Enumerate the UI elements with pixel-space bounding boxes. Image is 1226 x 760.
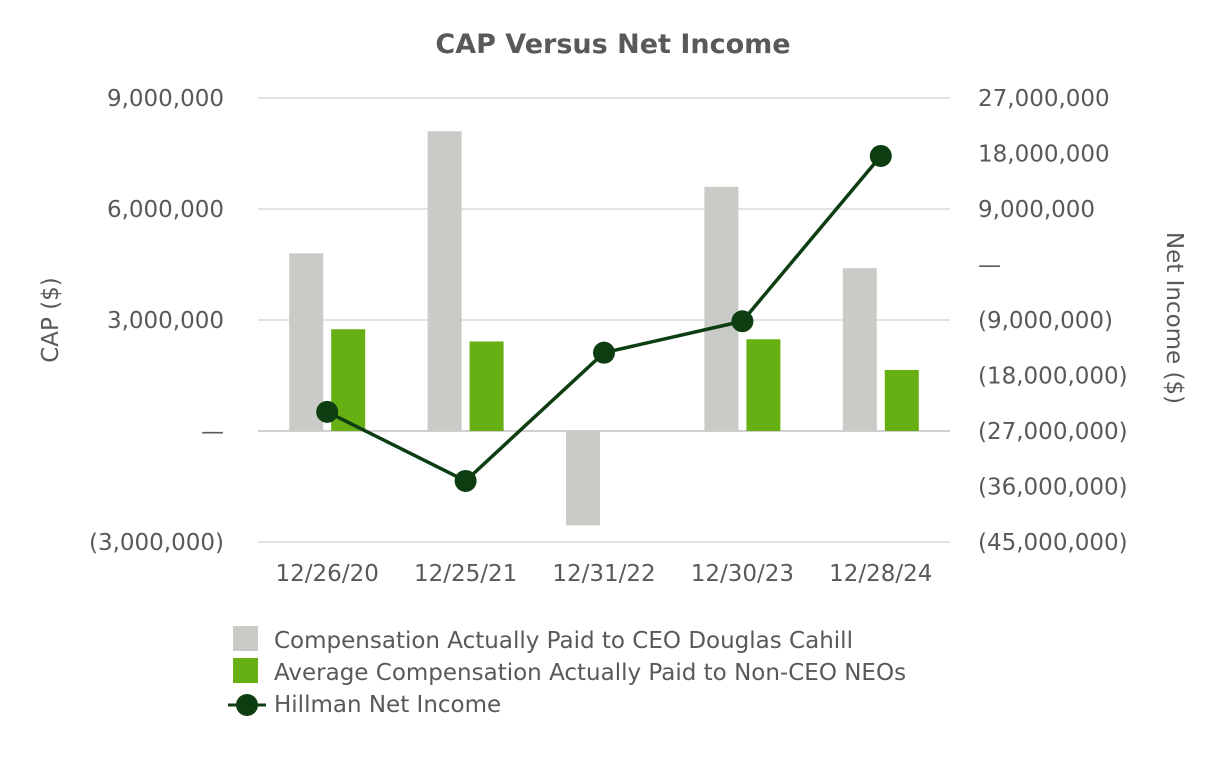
- left-tick-label: (3,000,000): [89, 530, 224, 556]
- net-income-point: [869, 144, 892, 167]
- legend-swatch-ceo-cap: [233, 626, 258, 651]
- left-tick-label: —: [201, 419, 224, 445]
- right-tick-label: (45,000,000): [978, 530, 1128, 556]
- net-income-line-series: [316, 144, 892, 492]
- net-income-point: [454, 469, 477, 492]
- x-tick-label: 12/28/24: [829, 561, 932, 587]
- x-tick-label: 12/30/23: [691, 561, 794, 587]
- right-tick-label: 18,000,000: [978, 142, 1110, 168]
- bar-ceo-cap: [842, 268, 877, 431]
- legend-label-net-income: Hillman Net Income: [274, 692, 501, 718]
- right-tick-label: (18,000,000): [978, 364, 1128, 390]
- right-axis-ticks: 27,000,000 18,000,000 9,000,000 — (9,000,000…: [978, 86, 1128, 556]
- bar-neo-cap: [884, 369, 919, 431]
- legend: Compensation Actually Paid to CEO Dougla…: [228, 626, 906, 718]
- left-tick-label: 3,000,000: [107, 308, 224, 334]
- right-tick-label: —: [978, 253, 1001, 279]
- right-tick-label: (27,000,000): [978, 419, 1128, 445]
- legend-marker-net-income: [236, 694, 258, 716]
- net-income-point: [316, 400, 339, 423]
- x-tick-label: 12/25/21: [414, 561, 517, 587]
- x-tick-label: 12/26/20: [276, 561, 379, 587]
- left-axis-ticks: 9,000,000 6,000,000 3,000,000 — (3,000,000): [89, 86, 224, 556]
- net-income-point: [593, 341, 615, 364]
- left-axis-title: CAP ($): [38, 277, 64, 363]
- right-tick-label: 9,000,000: [978, 197, 1095, 223]
- bar-ceo-cap: [427, 131, 462, 432]
- bar-ceo-cap: [566, 431, 600, 526]
- right-axis-title: Net Income ($): [1161, 232, 1187, 404]
- bar-neo-cap: [469, 341, 504, 431]
- left-tick-label: 6,000,000: [107, 197, 224, 223]
- x-tick-label: 12/31/22: [552, 561, 655, 587]
- chart-title: CAP Versus Net Income: [435, 29, 790, 60]
- legend-swatch-neo-cap: [233, 658, 258, 683]
- x-axis-ticks: 12/26/20 12/25/21 12/31/22 12/30/23 12/28/24: [276, 561, 933, 587]
- net-income-point: [731, 310, 754, 333]
- right-tick-label: (36,000,000): [978, 475, 1128, 501]
- left-tick-label: 9,000,000: [107, 86, 224, 112]
- net-income-line: [326, 154, 883, 483]
- bar-series: [289, 131, 919, 526]
- right-tick-label: (9,000,000): [978, 308, 1113, 334]
- bar-ceo-cap: [704, 186, 739, 431]
- legend-label-neo-cap: Average Compensation Actually Paid to No…: [274, 660, 906, 686]
- right-tick-label: 27,000,000: [978, 86, 1110, 112]
- bar-neo-cap: [746, 339, 781, 431]
- bar-ceo-cap: [289, 253, 324, 431]
- legend-label-ceo-cap: Compensation Actually Paid to CEO Dougla…: [274, 628, 853, 654]
